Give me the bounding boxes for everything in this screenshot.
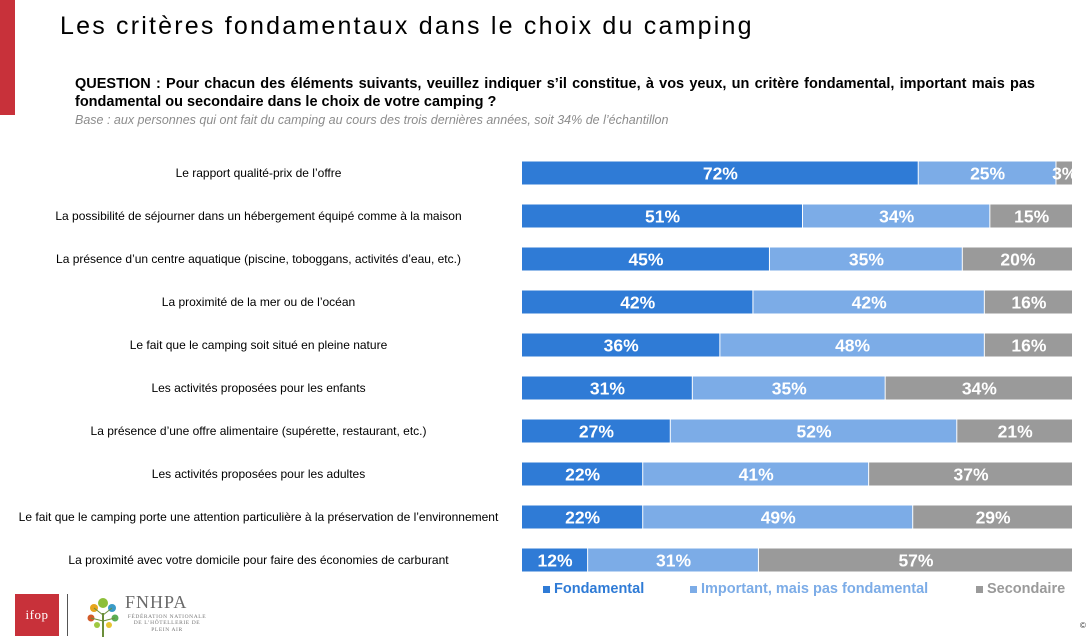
bar-secondaire — [990, 204, 1072, 228]
data-label-secondaire: 16% — [1011, 336, 1046, 356]
bar-fondamental — [522, 204, 803, 228]
category-label: Le rapport qualité-prix de l’offre — [175, 166, 342, 180]
data-label-fondamental: 36% — [604, 336, 639, 356]
bar-fondamental — [522, 376, 692, 400]
bar-important — [918, 161, 1056, 185]
legend-important: Important, mais pas fondamental — [690, 581, 928, 597]
bar-important — [588, 548, 758, 572]
bar-important — [803, 204, 990, 228]
bar-secondaire — [913, 505, 1072, 529]
bar-important — [769, 247, 962, 271]
bar-important — [643, 505, 913, 529]
data-label-fondamental: 22% — [565, 465, 600, 485]
ifop-logo: ifop — [15, 594, 59, 636]
bar-important — [692, 376, 885, 400]
category-label: La présence d’un centre aquatique (pisci… — [56, 252, 461, 266]
data-label-fondamental: 12% — [538, 551, 573, 571]
data-label-secondaire: 57% — [898, 551, 933, 571]
tree-icon — [87, 598, 119, 637]
bar-fondamental — [522, 161, 918, 185]
legend-label-fondamental: Fondamental — [554, 581, 645, 597]
category-label: La présence d’une offre alimentaire (sup… — [90, 424, 427, 438]
data-label-secondaire: 29% — [976, 508, 1011, 528]
base-note: Base : aux personnes qui ont fait du cam… — [75, 113, 669, 127]
data-label-secondaire: 3% — [1052, 164, 1078, 184]
data-label-important: 34% — [879, 207, 914, 227]
bar-important — [643, 462, 869, 486]
category-label: Le fait que le camping soit situé en ple… — [129, 338, 388, 352]
bar-fondamental — [522, 333, 720, 357]
data-label-fondamental: 51% — [645, 207, 680, 227]
data-label-secondaire: 15% — [1014, 207, 1049, 227]
category-label: La proximité de la mer ou de l’océan — [161, 295, 356, 309]
logo-divider — [67, 594, 68, 636]
data-label-important: 42% — [852, 293, 887, 313]
data-label-fondamental: 42% — [620, 293, 655, 313]
data-label-important: 35% — [772, 379, 807, 399]
bar-fondamental — [522, 419, 670, 443]
data-label-secondaire: 16% — [1011, 293, 1046, 313]
legend-swatch-secondaire — [976, 585, 983, 593]
legend-swatch-fondamental — [543, 585, 550, 593]
bar-fondamental — [522, 548, 588, 572]
data-label-secondaire: 37% — [954, 465, 989, 485]
data-label-fondamental: 31% — [590, 379, 625, 399]
legend-fondamental: Fondamental — [543, 581, 644, 597]
bar-fondamental — [522, 462, 643, 486]
data-label-fondamental: 72% — [703, 164, 738, 184]
category-label: Le fait que le camping porte une attenti… — [18, 510, 499, 524]
bar-secondaire — [885, 376, 1072, 400]
data-label-secondaire: 34% — [962, 379, 997, 399]
category-label: La possibilité de séjourner dans un hébe… — [55, 209, 462, 223]
bar-important — [753, 290, 984, 314]
data-label-important: 25% — [970, 164, 1005, 184]
data-label-important: 48% — [835, 336, 870, 356]
data-label-fondamental: 45% — [628, 250, 663, 270]
data-label-secondaire: 20% — [1000, 250, 1035, 270]
data-label-important: 49% — [761, 508, 796, 528]
question-text: QUESTION : Pour chacun des éléments suiv… — [75, 76, 1035, 110]
data-label-important: 31% — [656, 551, 691, 571]
copyright-mark: © — [1080, 621, 1086, 630]
fnhpa-logo-subtitle: FÉDÉRATION NATIONALE DE L’HÔTELLERIE DE … — [127, 614, 207, 633]
data-label-fondamental: 27% — [579, 422, 614, 442]
legend-secondaire: Secondaire — [976, 581, 1065, 597]
bar-secondaire — [869, 462, 1072, 486]
category-label: La proximité avec votre domicile pour fa… — [68, 553, 449, 567]
legend-swatch-important — [690, 585, 697, 593]
fnhpa-logo-text: FNHPA — [125, 592, 188, 612]
legend-label-important: Important, mais pas fondamental — [701, 581, 929, 597]
bar-secondaire — [1056, 161, 1072, 185]
data-label-secondaire: 21% — [998, 422, 1033, 442]
category-label: Les activités proposées pour les adultes — [151, 467, 366, 481]
bar-important — [720, 333, 984, 357]
bar-fondamental — [522, 290, 753, 314]
legend-label-secondaire: Secondaire — [987, 581, 1066, 597]
bar-fondamental — [522, 247, 769, 271]
bar-secondaire — [957, 419, 1072, 443]
bar-important — [670, 419, 957, 443]
category-label: Les activités proposées pour les enfants — [151, 381, 366, 395]
bar-fondamental — [522, 505, 643, 529]
data-label-important: 52% — [797, 422, 832, 442]
data-label-important: 41% — [739, 465, 774, 485]
bar-secondaire — [984, 333, 1072, 357]
bar-secondaire — [962, 247, 1072, 271]
data-label-fondamental: 22% — [565, 508, 600, 528]
bar-secondaire — [758, 548, 1072, 572]
data-label-important: 35% — [849, 250, 884, 270]
page-title: Les critères fondamentaux dans le choix … — [60, 12, 754, 40]
accent-bar — [0, 0, 15, 115]
bar-secondaire — [984, 290, 1072, 314]
